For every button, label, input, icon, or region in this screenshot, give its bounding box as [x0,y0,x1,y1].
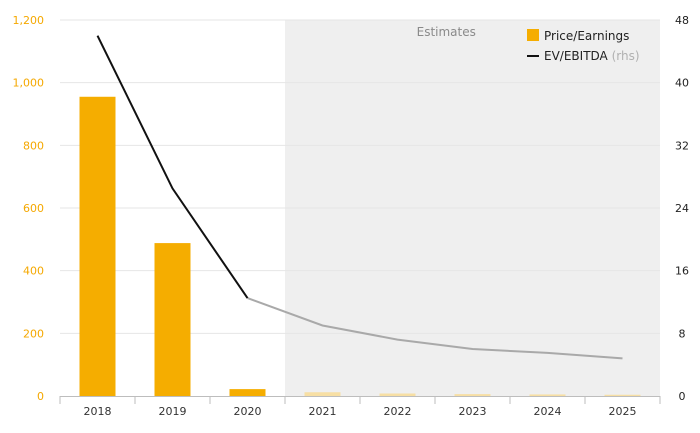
y-left-tick-label: 800 [23,139,44,152]
y-right-tick-label: 32 [675,139,689,152]
bar-2018 [79,96,116,397]
y-right-tick-label: 48 [675,14,689,27]
bar-2024 [529,394,566,396]
x-tick-label: 2023 [459,405,487,418]
ev-ebitda-line-actual [96,35,249,299]
bar-2025 [604,394,641,396]
y-left-tick-label: 400 [23,265,44,278]
y-right-tick-label: 16 [675,265,689,278]
legend-swatch-price-earnings [527,29,539,41]
bar-2023 [454,394,491,396]
x-tick-label: 2018 [84,405,112,418]
y-right-tick-label: 40 [675,77,689,90]
bar-2021 [304,392,341,396]
y-right-tick-label: 8 [679,327,686,340]
x-tick-label: 2025 [609,405,637,418]
x-tick-label: 2019 [159,405,187,418]
legend-label-price-earnings: Price/Earnings [544,29,629,43]
x-tick-label: 2020 [234,405,262,418]
y-left-tick-label: 0 [37,390,44,403]
y-left-tick-label: 600 [23,202,44,215]
ev-ebitda-line-estimate [247,297,623,360]
bar-2019 [154,243,191,396]
legend-label-ev-ebitda: EV/EBITDA (rhs) [544,49,640,63]
bar-2022 [379,393,416,396]
x-tick-label: 2021 [309,405,337,418]
y-left-tick-label: 1,200 [13,14,45,27]
y-left-tick-label: 200 [23,327,44,340]
estimates-label: Estimates [417,25,476,39]
x-tick-label: 2024 [534,405,562,418]
x-tick-label: 2022 [384,405,412,418]
y-right-tick-label: 0 [679,390,686,403]
bar-2020 [229,389,266,396]
y-right-tick-label: 24 [675,202,689,215]
legend-note-rhs: (rhs) [612,49,640,63]
y-left-tick-label: 1,000 [13,77,45,90]
